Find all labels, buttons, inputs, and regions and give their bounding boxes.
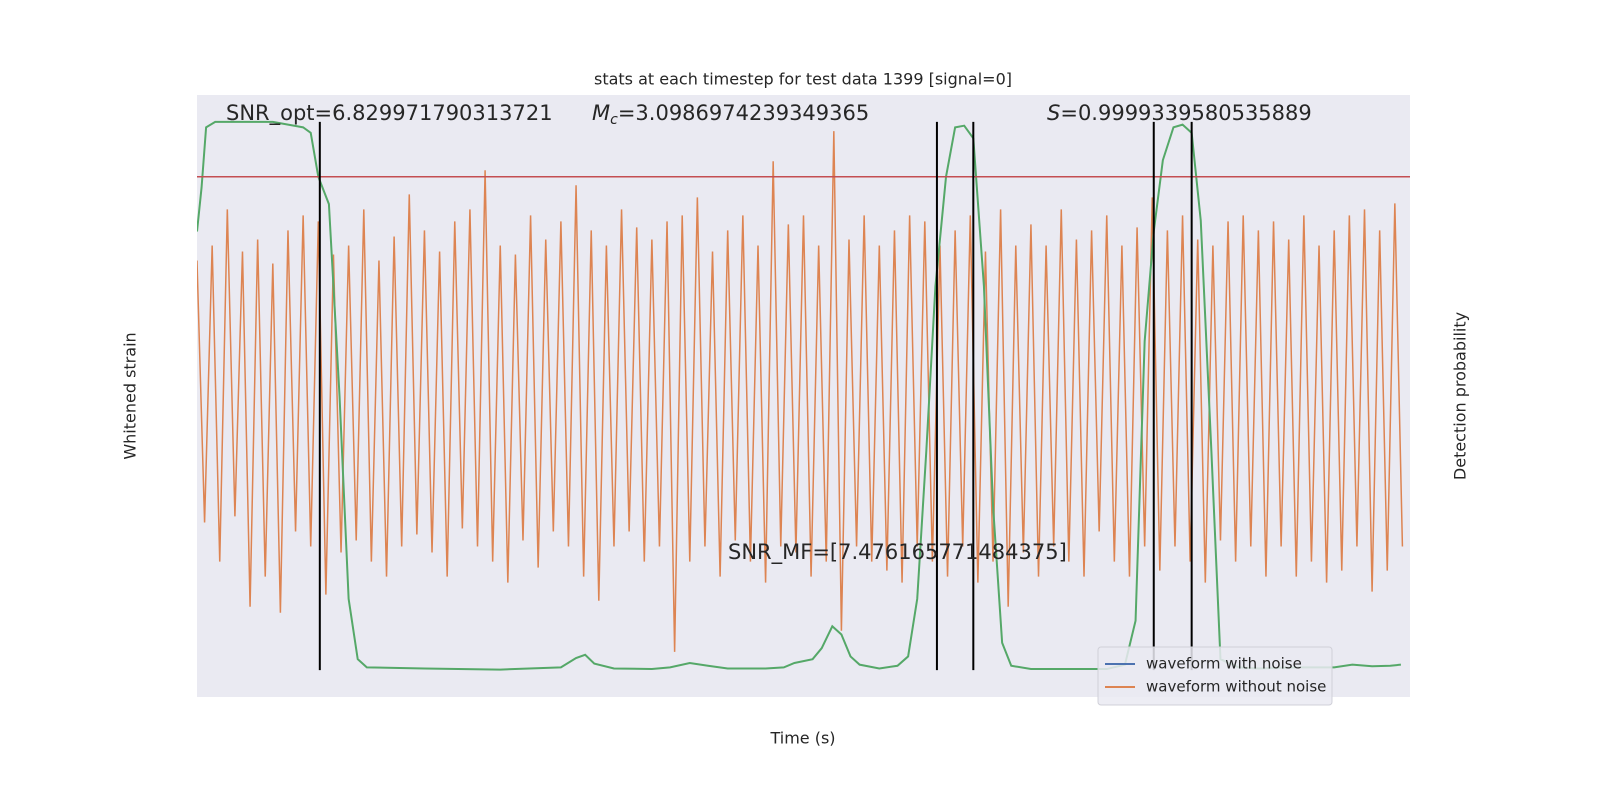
y-axis-label: Whitened strain (121, 332, 140, 459)
marks (197, 120, 1410, 671)
chart-title: stats at each timestep for test data 139… (594, 70, 1012, 89)
series-line (197, 120, 1402, 671)
y2-axis-label: Detection probability (1451, 312, 1470, 480)
x-axis-label: Time (s) (769, 729, 835, 748)
annotation-text: =3.0986974239349365 (618, 101, 869, 125)
symbol: M (592, 101, 610, 125)
plot-area (197, 95, 1410, 697)
legend: waveform with noise waveform without nois… (1097, 646, 1333, 706)
annotation: Mc=3.0986974239349365 (592, 101, 869, 128)
annotation: S=0.9999339580535889 (1047, 101, 1312, 125)
legend-label: waveform with noise (1146, 655, 1302, 673)
subscript: c (610, 112, 618, 128)
annotation: SNR_opt=6.829971790313721 (226, 101, 553, 126)
legend-box (1097, 646, 1333, 706)
annotation: SNR_MF=[7.476165771484375] (728, 540, 1067, 565)
legend-label: waveform without noise (1146, 678, 1326, 696)
annotation-text: =0.9999339580535889 (1060, 101, 1311, 125)
series-line (197, 131, 1404, 652)
symbol: S (1047, 101, 1060, 125)
